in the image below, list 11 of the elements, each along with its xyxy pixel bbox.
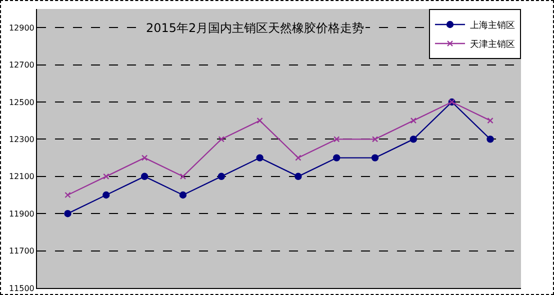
y-tick-label: 11700 [8, 246, 34, 256]
legend-label: 上海主销区 [470, 20, 515, 32]
y-tick-label: 12700 [8, 60, 34, 70]
y-tick-label: 12900 [8, 23, 34, 32]
y-tick-label: 12100 [8, 172, 34, 182]
y-tick-label: 11500 [8, 284, 34, 293]
y-tick-label: 12300 [8, 135, 34, 144]
text: 2015年2月国内主销区天然橡胶价格走势 [146, 21, 364, 35]
legend-label: 天津主销区 [470, 39, 515, 50]
y-tick-label: 12500 [8, 98, 34, 107]
y-tick-label: 11900 [8, 209, 34, 218]
